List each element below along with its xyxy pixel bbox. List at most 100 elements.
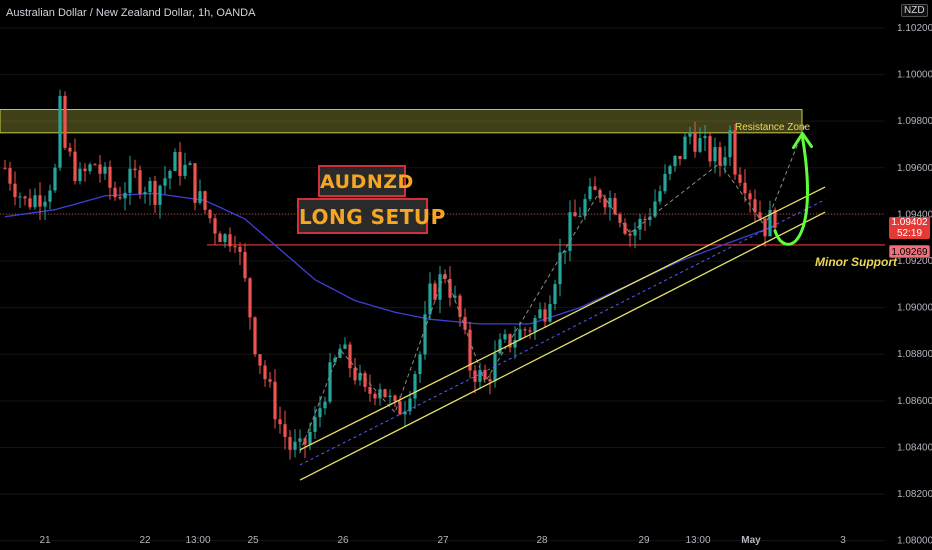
minor-support-label: Minor Support [815, 255, 897, 269]
candle-body [358, 373, 362, 381]
candle-body [658, 191, 662, 202]
channel-mid-line [299, 199, 826, 466]
zigzag-path [299, 125, 806, 453]
candle-body [138, 170, 142, 194]
candle-body [483, 369, 487, 380]
candle-body [528, 330, 532, 332]
candle-body [348, 344, 352, 369]
candle-body [258, 354, 262, 366]
candle-body [283, 424, 287, 437]
candle-body [183, 164, 187, 176]
candle-body [228, 234, 232, 247]
candle-body [188, 163, 192, 165]
candle-body [633, 229, 637, 236]
candle-body [718, 147, 722, 166]
candle-body [488, 379, 492, 382]
candle-body [773, 209, 777, 228]
candle-body [548, 304, 552, 322]
candle-body [563, 250, 567, 253]
x-tick-label: 29 [638, 535, 650, 546]
x-tick-label: 13:00 [685, 535, 710, 546]
candle-body [163, 178, 167, 186]
candle-body [323, 401, 327, 409]
candle-body [473, 370, 477, 382]
candle-body [13, 183, 17, 198]
x-tick-label: 22 [139, 535, 151, 546]
candle-body [368, 386, 372, 394]
candle-body [553, 284, 557, 305]
y-axis: 1.10200 1.10000 1.09800 1.09600 1.09400 1.092… [897, 23, 932, 547]
candle-body [438, 274, 442, 300]
candle-body [518, 329, 522, 340]
candle-body [583, 199, 587, 216]
candle-body [593, 186, 597, 190]
candle-body [28, 198, 32, 208]
candle-body [498, 339, 502, 354]
candle-body [148, 180, 152, 193]
candle-body [133, 168, 137, 171]
candle-body [113, 187, 117, 198]
candle-body [378, 389, 382, 399]
y-tick-label: 1.08600 [897, 396, 932, 407]
candle-body [538, 309, 542, 319]
candle-body [33, 195, 37, 208]
candle-body [83, 168, 87, 172]
candle-body [308, 431, 312, 445]
y-tick-label: 1.09400 [897, 209, 932, 220]
candle-body [313, 417, 317, 432]
candle-body [48, 190, 52, 202]
x-tick-label: 28 [536, 535, 548, 546]
candle-body [408, 398, 412, 412]
candle-body [768, 209, 772, 237]
ascending-channel [299, 186, 826, 481]
candle-body [678, 155, 682, 160]
candle-body [243, 252, 247, 279]
candle-body [203, 191, 207, 210]
x-axis: 21 22 13:00 25 26 27 28 29 13:00 May 3 [39, 535, 846, 546]
candle-body [653, 201, 657, 217]
candle-body [303, 438, 307, 445]
candle-body [208, 209, 212, 219]
y-tick-label: 1.08400 [897, 442, 932, 453]
candle-body [43, 201, 47, 207]
candle-body [293, 441, 297, 450]
candle-body [103, 166, 107, 174]
candle-body [73, 151, 77, 182]
candle-body [143, 192, 147, 194]
currency-badge[interactable]: NZD [901, 4, 928, 17]
candle-body [173, 152, 177, 171]
candle-body [213, 218, 217, 234]
candle-body [598, 189, 602, 199]
channel-upper-line [299, 186, 826, 451]
candle-body [178, 152, 182, 176]
candle-body [423, 314, 427, 355]
projection-arrow [773, 136, 809, 246]
candle-body [463, 316, 467, 330]
candle-body [443, 274, 447, 279]
candle-body [458, 295, 462, 317]
candle-body [238, 246, 242, 253]
candle-body [253, 317, 257, 355]
candle-body [748, 193, 752, 200]
candle-body [288, 436, 292, 450]
candle-body [568, 212, 572, 251]
candle-body [53, 167, 57, 191]
candle-body [578, 215, 582, 217]
candle-body [433, 283, 437, 300]
bar-countdown: 52:19 [896, 228, 923, 239]
candle-body [663, 173, 667, 192]
x-tick-label: May [741, 535, 761, 546]
candle-body [753, 199, 757, 213]
candle-body [98, 164, 102, 174]
candle-body [383, 389, 387, 398]
candle-body [533, 318, 537, 332]
current-price-value: 1.09402 [891, 217, 928, 228]
x-tick-label: 13:00 [185, 535, 210, 546]
y-tick-label: 1.10000 [897, 70, 932, 81]
candle-body [638, 218, 642, 230]
candle-body [333, 357, 337, 363]
candle-body [698, 138, 702, 152]
candle-body [683, 136, 687, 160]
